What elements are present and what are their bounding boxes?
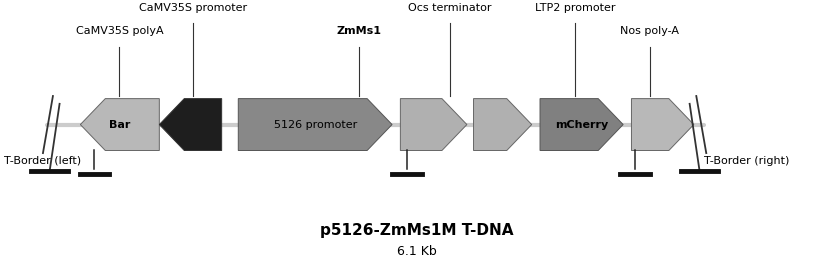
Text: CaMV35S promoter: CaMV35S promoter xyxy=(138,3,247,13)
Polygon shape xyxy=(239,99,392,151)
Text: 5126 promoter: 5126 promoter xyxy=(274,119,357,130)
Polygon shape xyxy=(80,99,159,151)
Text: T-Border (right): T-Border (right) xyxy=(704,156,789,166)
Polygon shape xyxy=(474,99,532,151)
Text: Ocs terminator: Ocs terminator xyxy=(409,3,492,13)
Polygon shape xyxy=(159,99,222,151)
Text: Nos poly-A: Nos poly-A xyxy=(620,26,679,36)
Polygon shape xyxy=(400,99,467,151)
Polygon shape xyxy=(540,99,623,151)
Text: p5126-ZmMs1M T-DNA: p5126-ZmMs1M T-DNA xyxy=(320,223,514,238)
Text: mCherry: mCherry xyxy=(555,119,608,130)
Text: LTP2 promoter: LTP2 promoter xyxy=(535,3,615,13)
Text: ZmMs1: ZmMs1 xyxy=(336,26,381,36)
Text: Bar: Bar xyxy=(109,119,131,130)
Text: CaMV35S polyA: CaMV35S polyA xyxy=(76,26,163,36)
Text: 6.1 Kb: 6.1 Kb xyxy=(397,245,437,258)
Text: T-Border (left): T-Border (left) xyxy=(4,156,81,166)
Polygon shape xyxy=(631,99,694,151)
